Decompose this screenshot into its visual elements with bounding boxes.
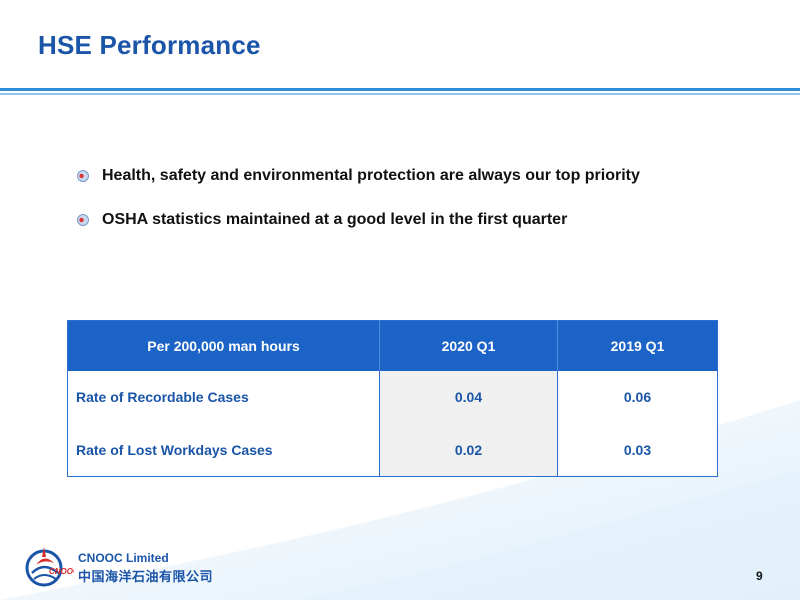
osha-stats-table: Per 200,000 man hours 2020 Q1 2019 Q1 Ra…	[67, 320, 718, 477]
cell-2019-q1: 0.06	[557, 370, 718, 424]
cell-2019-q1: 0.03	[557, 423, 718, 477]
row-label: Rate of Lost Workdays Cases	[76, 441, 273, 458]
column-header-2019-q1: 2019 Q1	[557, 320, 718, 371]
company-name-en: CNOOC Limited	[78, 551, 169, 565]
page-number: 9	[756, 569, 763, 583]
bullet-text: OSHA statistics maintained at a good lev…	[102, 211, 568, 228]
cnooc-logo-icon: CNOOC	[25, 547, 74, 587]
bullet-icon	[77, 170, 89, 182]
title-divider	[0, 88, 800, 95]
bullet-icon	[77, 214, 89, 226]
bullet-text: Health, safety and environmental protect…	[102, 167, 640, 184]
column-header-2020-q1: 2020 Q1	[379, 320, 558, 371]
company-name-cn: 中国海洋石油有限公司	[78, 569, 214, 584]
row-label: Rate of Recordable Cases	[76, 389, 249, 405]
page-title: HSE Performance	[38, 30, 261, 60]
cell-2020-q1: 0.02	[379, 423, 558, 477]
bullet-item: OSHA statistics maintained at a good lev…	[76, 209, 756, 231]
table-header-row: Per 200,000 man hours 2020 Q1 2019 Q1	[67, 320, 718, 371]
column-header-metric: Per 200,000 man hours	[67, 320, 380, 371]
table-row: Rate of Lost Workdays Cases 0.02 0.03	[68, 423, 718, 477]
bullet-item: Health, safety and environmental protect…	[76, 165, 756, 187]
table-row: Rate of Recordable Cases 0.04 0.06	[68, 370, 718, 424]
cell-2020-q1: 0.04	[379, 370, 558, 424]
bullet-list: Health, safety and environmental protect…	[76, 165, 756, 253]
logo-wordmark: CNOOC	[49, 567, 74, 576]
